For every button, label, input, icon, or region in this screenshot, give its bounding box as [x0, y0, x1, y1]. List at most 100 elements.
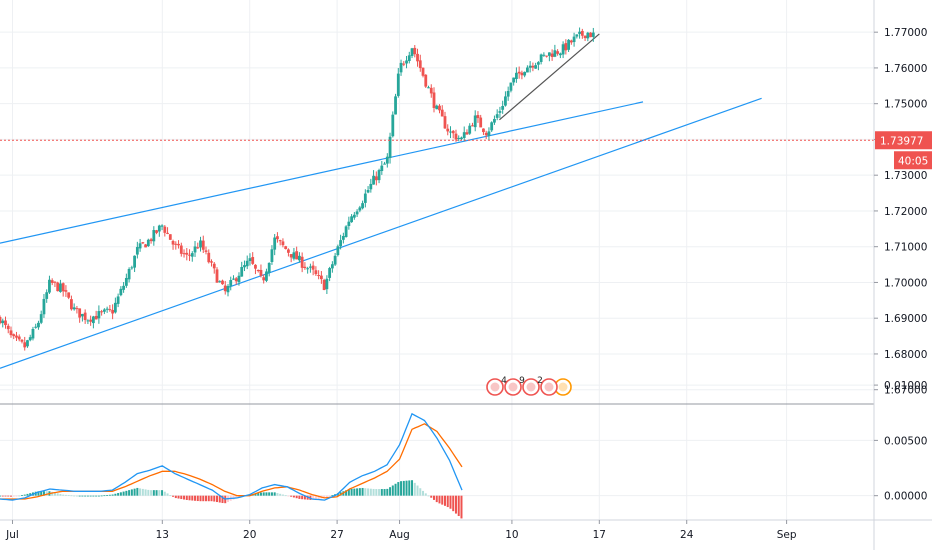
candle-body[interactable] [138, 243, 142, 249]
candle-body[interactable] [558, 53, 562, 56]
candle-body[interactable] [300, 256, 304, 268]
candle-body[interactable] [531, 65, 535, 68]
candle-body[interactable] [341, 236, 345, 240]
candle-body[interactable] [569, 40, 573, 43]
candle-body[interactable] [572, 36, 576, 43]
candle-body[interactable] [495, 114, 499, 118]
candle-body[interactable] [482, 128, 485, 133]
candle-body[interactable] [168, 234, 172, 240]
candle-body[interactable] [28, 337, 32, 341]
candle-body[interactable] [306, 268, 310, 270]
candle-body[interactable] [56, 282, 60, 292]
candle-body[interactable] [124, 277, 128, 286]
candle-body[interactable] [451, 130, 455, 134]
candle-body[interactable] [465, 132, 469, 135]
candle-body[interactable] [545, 55, 549, 57]
candle-body[interactable] [97, 311, 101, 319]
candle-body[interactable] [394, 96, 397, 115]
candle-body[interactable] [336, 246, 340, 256]
candle-body[interactable] [276, 236, 279, 240]
candle-body[interactable] [575, 34, 579, 37]
candle-body[interactable] [190, 253, 194, 257]
candle-body[interactable] [144, 244, 147, 248]
candle-body[interactable] [256, 269, 260, 272]
candle-body[interactable] [15, 335, 18, 338]
candle-body[interactable] [133, 255, 136, 268]
candle-body[interactable] [116, 296, 120, 304]
candle-body[interactable] [449, 131, 452, 133]
candle-body[interactable] [580, 30, 584, 36]
candle-body[interactable] [201, 240, 205, 250]
candle-body[interactable] [105, 308, 109, 310]
event-markers[interactable]: 4 9 2 [486, 376, 572, 396]
candle-body[interactable] [177, 243, 180, 246]
candle-body[interactable] [86, 320, 90, 322]
candle-body[interactable] [157, 225, 161, 232]
candle-body[interactable] [141, 242, 145, 244]
candle-body[interactable] [259, 269, 263, 276]
candle-body[interactable] [438, 105, 441, 111]
candle-body[interactable] [553, 50, 557, 57]
candle-body[interactable] [163, 226, 167, 233]
candle-body[interactable] [0, 316, 2, 324]
candle-body[interactable] [317, 275, 321, 277]
candle-body[interactable] [204, 250, 208, 252]
candle-body[interactable] [352, 214, 356, 218]
candle-body[interactable] [108, 309, 112, 311]
candle-body[interactable] [418, 60, 422, 69]
candle-body[interactable] [413, 47, 417, 55]
candle-body[interactable] [528, 65, 532, 68]
candle-body[interactable] [83, 312, 87, 321]
candle-body[interactable] [119, 288, 123, 296]
candle-body[interactable] [67, 292, 71, 298]
candle-body[interactable] [278, 240, 282, 242]
candle-body[interactable] [171, 241, 175, 245]
candle-body[interactable] [130, 267, 134, 269]
candle-body[interactable] [12, 334, 16, 337]
candle-body[interactable] [193, 246, 197, 253]
candle-body[interactable] [578, 31, 581, 34]
candle-body[interactable] [232, 278, 235, 280]
macd-line[interactable] [0, 412, 463, 501]
candle-body[interactable] [188, 254, 191, 256]
candle-body[interactable] [487, 131, 491, 136]
candle-body[interactable] [493, 118, 496, 123]
candle-body[interactable] [17, 336, 21, 340]
candle-body[interactable] [512, 77, 516, 83]
candle-body[interactable] [405, 60, 408, 64]
candle-body[interactable] [556, 51, 560, 54]
candle-body[interactable] [39, 314, 43, 323]
candle-body[interactable] [468, 125, 472, 134]
candle-body[interactable] [127, 268, 131, 280]
candle-body[interactable] [498, 111, 502, 113]
candle-body[interactable] [462, 132, 466, 139]
candle-body[interactable] [122, 285, 126, 290]
candle-body[interactable] [267, 262, 271, 273]
trendlines[interactable] [0, 33, 762, 369]
candle-body[interactable] [199, 240, 202, 248]
candle-body[interactable] [245, 260, 249, 267]
candle-body[interactable] [501, 106, 505, 110]
candle-body[interactable] [218, 281, 222, 283]
candle-body[interactable] [319, 275, 323, 280]
candle-body[interactable] [525, 67, 529, 73]
candle-body[interactable] [243, 265, 246, 268]
candle-body[interactable] [539, 54, 543, 62]
candle-body[interactable] [53, 281, 57, 283]
candle-body[interactable] [358, 207, 362, 211]
macd-panel[interactable] [0, 403, 874, 519]
candle-body[interactable] [443, 116, 447, 129]
candle-body[interactable] [196, 247, 200, 249]
candle-body[interactable] [506, 91, 510, 97]
candle-body[interactable] [100, 311, 104, 313]
candle-body[interactable] [265, 271, 268, 281]
candle-body[interactable] [289, 254, 293, 258]
candle-body[interactable] [515, 72, 518, 80]
candle-body[interactable] [446, 128, 450, 132]
candle-body[interactable] [523, 71, 527, 76]
candle-body[interactable] [372, 175, 375, 185]
candle-body[interactable] [221, 280, 224, 285]
candle-body[interactable] [182, 253, 186, 255]
candle-body[interactable] [534, 65, 538, 69]
